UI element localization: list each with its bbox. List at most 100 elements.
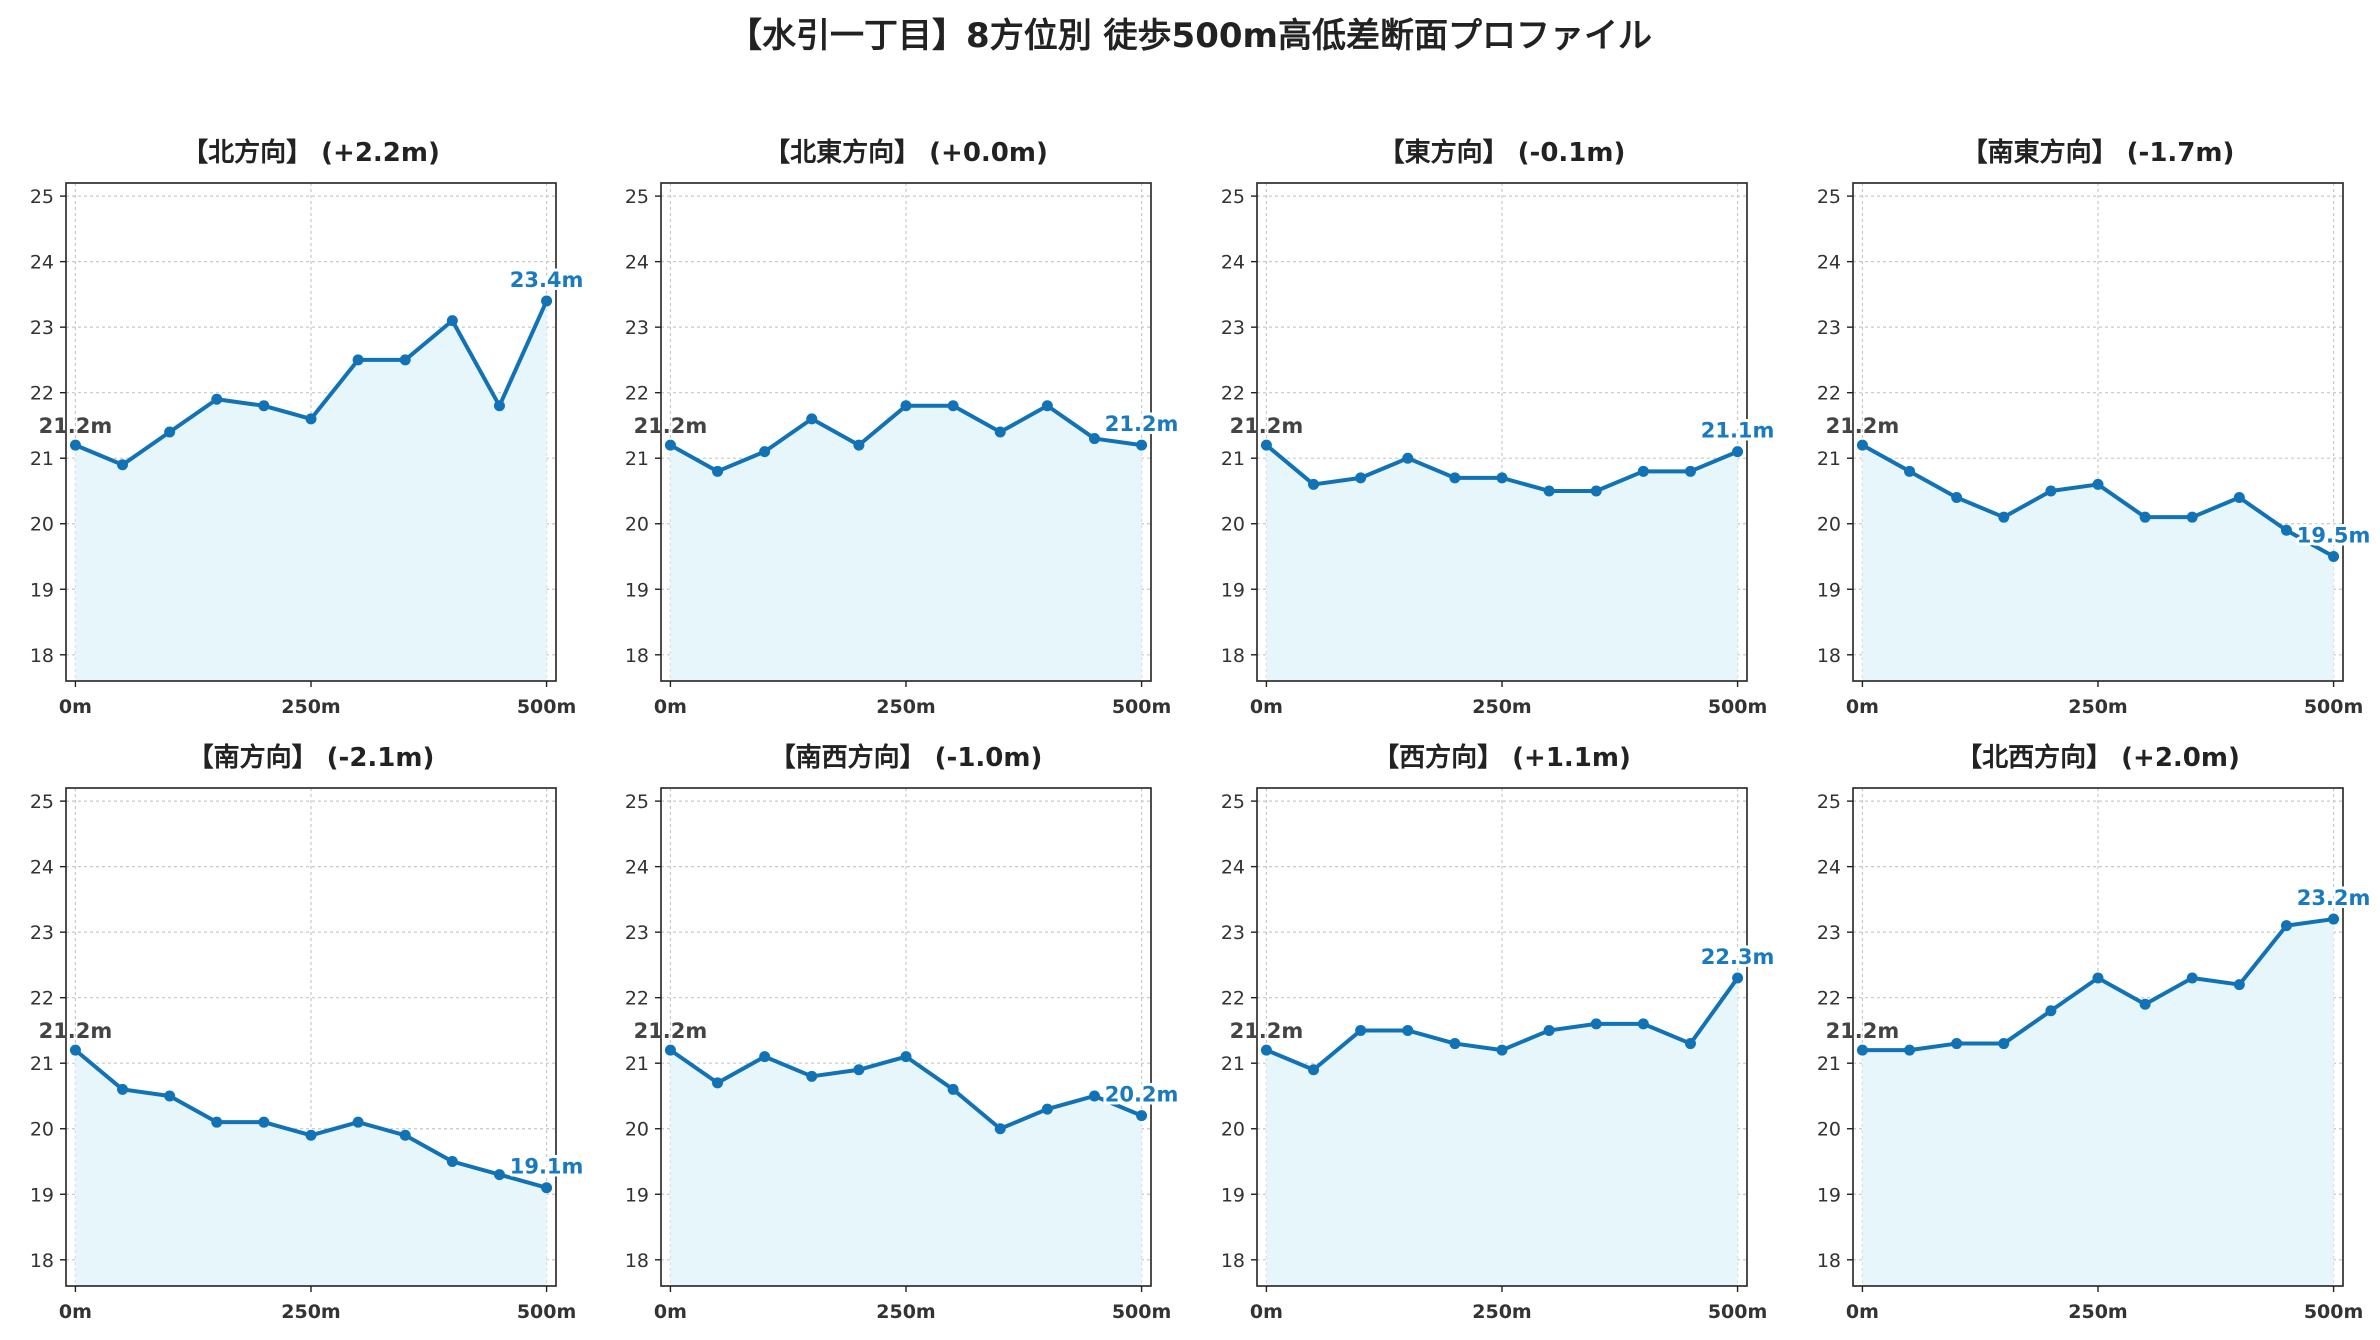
- x-tick-label: 250m: [281, 696, 340, 718]
- data-point: [1496, 472, 1508, 484]
- data-point: [1637, 465, 1649, 477]
- x-tick-label: 0m: [59, 696, 92, 718]
- panel-title: 【北東方向】 (+0.0m): [764, 137, 1048, 168]
- start-elevation-label: 21.2m: [39, 1019, 113, 1043]
- chart-panel-7: 【北西方向】 (+2.0m) 18 19 20 21 22 23 24 25 0m 250m 500m…: [1787, 728, 2380, 1326]
- data-point: [541, 295, 553, 307]
- data-point: [211, 393, 223, 405]
- x-tick-label: 0m: [1846, 696, 1879, 718]
- data-point: [2233, 492, 2245, 504]
- y-tick-label: 25: [625, 186, 649, 208]
- chart-panel-1: 【北東方向】 (+0.0m) 18 19 20 21 22 23 24 25 0m 250m 500m…: [595, 123, 1225, 721]
- data-point: [1543, 485, 1555, 497]
- data-point: [352, 354, 364, 366]
- data-point: [164, 426, 176, 438]
- data-point: [1402, 452, 1414, 464]
- y-tick-label: 18: [1817, 1250, 1841, 1272]
- data-point: [399, 1129, 411, 1141]
- chart-panel-0: 【北方向】 (+2.2m) 18 19 20 21 22 23 24 25 0m 250m 500m 2…: [0, 123, 630, 721]
- y-tick-label: 18: [30, 1250, 54, 1272]
- y-tick-label: 18: [1221, 645, 1245, 667]
- panel-title: 【東方向】 (-0.1m): [1379, 137, 1626, 168]
- y-tick-label: 19: [30, 579, 54, 601]
- x-tick-label: 500m: [2304, 696, 2363, 718]
- x-tick-label: 0m: [1250, 1301, 1283, 1323]
- y-tick-label: 24: [1221, 857, 1245, 879]
- y-tick-label: 24: [625, 252, 649, 274]
- end-elevation-label: 21.1m: [1701, 419, 1775, 443]
- y-tick-label: 21: [30, 448, 54, 470]
- data-point: [541, 1182, 553, 1194]
- end-elevation-label: 22.3m: [1701, 945, 1775, 969]
- y-tick-label: 23: [30, 922, 54, 944]
- data-point: [1402, 1024, 1414, 1036]
- data-point: [2045, 485, 2057, 497]
- y-tick-label: 21: [625, 448, 649, 470]
- x-tick-label: 0m: [654, 696, 687, 718]
- x-tick-label: 0m: [1250, 696, 1283, 718]
- y-tick-label: 20: [30, 514, 54, 536]
- y-tick-label: 25: [30, 186, 54, 208]
- data-point: [1590, 1018, 1602, 1030]
- data-point: [446, 1156, 458, 1167]
- data-point: [2092, 478, 2104, 490]
- y-tick-label: 24: [30, 857, 54, 879]
- data-point: [1637, 1018, 1649, 1030]
- y-tick-label: 23: [1817, 317, 1841, 339]
- x-tick-label: 500m: [1112, 696, 1171, 718]
- y-tick-label: 22: [30, 988, 54, 1010]
- end-elevation-label: 23.4m: [510, 268, 584, 292]
- data-point: [1543, 1024, 1555, 1036]
- data-point: [947, 1083, 959, 1095]
- x-tick-label: 500m: [1708, 1301, 1767, 1323]
- y-tick-label: 21: [30, 1053, 54, 1075]
- data-point: [2045, 1005, 2057, 1017]
- y-tick-label: 22: [625, 383, 649, 405]
- y-tick-label: 18: [625, 645, 649, 667]
- x-tick-label: 250m: [2068, 696, 2127, 718]
- y-tick-label: 25: [30, 791, 54, 813]
- data-point: [853, 1064, 865, 1076]
- data-point: [1904, 1044, 1916, 1056]
- elevation-area: [1266, 445, 1738, 681]
- chart-panel-6: 【西方向】 (+1.1m) 18 19 20 21 22 23 24 25 0m 250m 500m 2…: [1191, 728, 1821, 1326]
- data-point: [2328, 913, 2340, 925]
- data-point: [446, 315, 458, 327]
- data-point: [1355, 472, 1367, 484]
- y-tick-label: 22: [1221, 988, 1245, 1010]
- end-elevation-label: 20.2m: [1105, 1083, 1179, 1107]
- data-point: [1308, 1064, 1320, 1076]
- y-tick-label: 21: [1221, 1053, 1245, 1075]
- x-tick-label: 500m: [517, 1301, 576, 1323]
- y-tick-label: 25: [625, 791, 649, 813]
- y-tick-label: 22: [1221, 383, 1245, 405]
- data-point: [1732, 972, 1744, 984]
- chart-panel-4: 【南方向】 (-2.1m) 18 19 20 21 22 23 24 25 0m 250m 500m 2…: [0, 728, 630, 1326]
- data-point: [305, 1129, 317, 1141]
- data-point: [947, 400, 959, 412]
- start-elevation-label: 21.2m: [1826, 1019, 1900, 1043]
- chart-panel-2: 【東方向】 (-0.1m) 18 19 20 21 22 23 24 25 0m 250m 500m 2…: [1191, 123, 1821, 721]
- y-tick-label: 18: [625, 1250, 649, 1272]
- y-tick-label: 18: [1221, 1250, 1245, 1272]
- data-point: [2233, 979, 2245, 991]
- elevation-area: [1266, 978, 1738, 1286]
- y-tick-label: 22: [625, 988, 649, 1010]
- data-point: [305, 413, 317, 425]
- x-tick-label: 250m: [876, 1301, 935, 1323]
- data-point: [712, 465, 724, 477]
- panel-title: 【北方向】 (+2.2m): [182, 137, 440, 168]
- y-tick-label: 19: [1221, 1184, 1245, 1206]
- y-tick-label: 23: [625, 922, 649, 944]
- y-tick-label: 21: [1817, 1053, 1841, 1075]
- elevation-area: [670, 1050, 1142, 1286]
- data-point: [493, 400, 505, 412]
- start-elevation-label: 21.2m: [1230, 1019, 1304, 1043]
